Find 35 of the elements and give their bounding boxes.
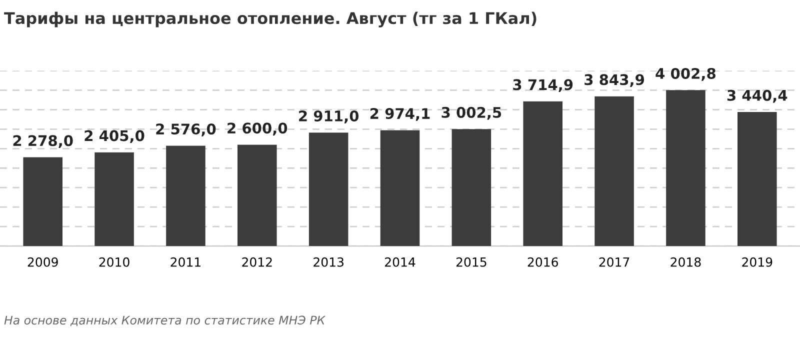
bar [523,101,562,246]
x-tick-label: 2014 [385,257,416,267]
bar [166,146,206,246]
chart-title: Тарифы на центральное отопление. Август (тг за 1 ГКал) [4,12,536,28]
data-label: 3 714,9 [513,79,573,92]
x-tick-label: 2009 [28,257,58,267]
data-label: 2 974,1 [370,108,430,121]
bar [738,112,777,246]
data-label: 2 600,0 [228,122,288,136]
x-tick-label: 2011 [170,257,200,267]
bar [594,96,634,246]
bar [94,152,134,246]
x-tick-label: 2010 [99,257,130,267]
bar [666,90,706,246]
x-tick-label: 2017 [599,257,630,267]
x-tick-label: 2018 [670,257,701,267]
text: На основе данных Комитета по статистике МНЭ РК [4,316,326,326]
x-tick-label: 2013 [314,257,344,267]
x-tick-label: 2015 [456,257,486,267]
data-label: 3 843,9 [584,74,644,88]
bar [308,132,348,246]
x-tick-label: 2019 [742,257,772,267]
bar [23,157,62,246]
data-label: 4 002,8 [656,68,716,81]
bar [452,129,492,246]
data-label: 3 440,4 [727,90,788,103]
x-tick-label: 2016 [528,257,558,267]
data-label: 2 576,0 [156,124,216,136]
data-label: 2 405,0 [84,130,144,144]
data-label: 3 002,5 [442,106,502,120]
bar [380,130,420,246]
data-label: 2 278,0 [13,135,73,148]
data-label: 2 911,0 [299,110,359,124]
bar [238,144,277,246]
x-tick-label: 2012 [242,257,272,267]
